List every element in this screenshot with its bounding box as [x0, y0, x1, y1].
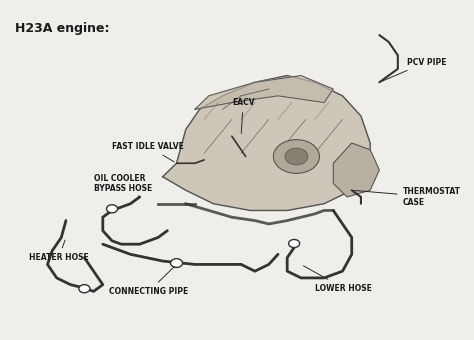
Text: LOWER HOSE: LOWER HOSE [303, 266, 372, 292]
Circle shape [273, 140, 319, 173]
Text: THERMOSTAT
CASE: THERMOSTAT CASE [355, 187, 460, 207]
Polygon shape [195, 75, 333, 109]
Text: EACV: EACV [232, 98, 255, 134]
Text: CONNECTING PIPE: CONNECTING PIPE [109, 266, 189, 296]
Circle shape [285, 148, 308, 165]
Text: PCV PIPE: PCV PIPE [382, 57, 447, 81]
Text: H23A engine:: H23A engine: [15, 22, 109, 35]
Circle shape [107, 205, 118, 213]
Circle shape [171, 259, 182, 268]
Polygon shape [163, 75, 370, 210]
Circle shape [289, 239, 300, 248]
Circle shape [79, 285, 90, 293]
Polygon shape [333, 143, 379, 197]
Text: OIL COOLER
BYPASS HOSE: OIL COOLER BYPASS HOSE [93, 174, 152, 197]
Text: FAST IDLE VALVE: FAST IDLE VALVE [112, 142, 184, 162]
Text: HEATER HOSE: HEATER HOSE [29, 240, 89, 262]
